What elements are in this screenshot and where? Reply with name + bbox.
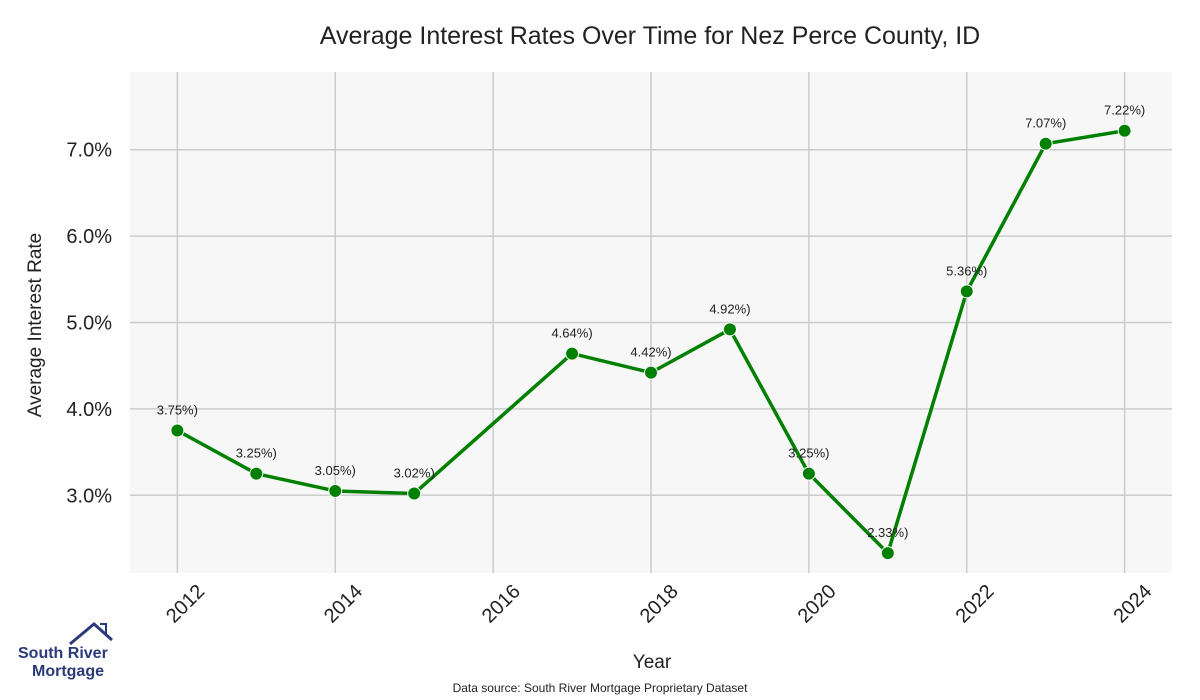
data-point <box>249 466 264 481</box>
y-tick-label: 7.0% <box>66 140 112 162</box>
south-river-mortgage-logo: South River Mortgage <box>18 620 118 682</box>
data-point <box>959 284 974 299</box>
data-label: 3.02%) <box>394 466 435 481</box>
data-label: 3.25%) <box>236 446 277 461</box>
data-point <box>170 423 185 438</box>
chart-title: Average Interest Rates Over Time for Nez… <box>319 22 981 50</box>
data-label: 5.36%) <box>946 263 987 278</box>
data-point <box>565 346 580 361</box>
house-roof-icon <box>69 622 113 646</box>
data-point <box>722 322 737 337</box>
y-axis-label: Average Interest Rate <box>25 232 46 418</box>
x-tick-label: 2022 <box>952 580 999 627</box>
data-point <box>644 365 658 380</box>
data-point <box>801 466 816 481</box>
data-label: 7.22%) <box>1104 103 1145 118</box>
x-tick-label: 2020 <box>794 580 841 627</box>
series-line <box>176 129 1125 555</box>
data-source-note: Data source: South River Mortgage Propri… <box>452 681 748 695</box>
data-point <box>880 546 895 561</box>
x-tick-label: 2012 <box>162 580 209 627</box>
data-label: 4.64%) <box>551 326 592 341</box>
logo-line-2: Mortgage <box>32 663 104 680</box>
data-label: 4.42%) <box>630 345 671 360</box>
y-tick-label: 3.0% <box>66 485 112 507</box>
y-tick-label: 5.0% <box>66 313 112 335</box>
x-tick-label: 2024 <box>1109 580 1156 627</box>
data-label: 3.75%) <box>157 402 198 417</box>
data-label: 3.05%) <box>315 463 356 478</box>
y-tick-label: 4.0% <box>66 399 112 421</box>
x-tick-label: 2018 <box>636 580 683 627</box>
data-point <box>1117 123 1132 138</box>
data-point <box>328 483 343 498</box>
data-point <box>1038 136 1053 151</box>
data-label: 2.33%) <box>867 525 908 540</box>
logo-line-1: South River <box>18 645 108 662</box>
x-tick-label: 2014 <box>320 580 367 627</box>
data-label: 4.92%) <box>709 301 750 316</box>
data-point <box>407 486 422 501</box>
data-label: 7.07%) <box>1025 116 1066 131</box>
y-tick-label: 6.0% <box>66 226 112 248</box>
x-axis-label: Year <box>632 652 672 673</box>
data-label: 3.25%) <box>788 446 829 461</box>
x-tick-label: 2016 <box>478 580 525 627</box>
